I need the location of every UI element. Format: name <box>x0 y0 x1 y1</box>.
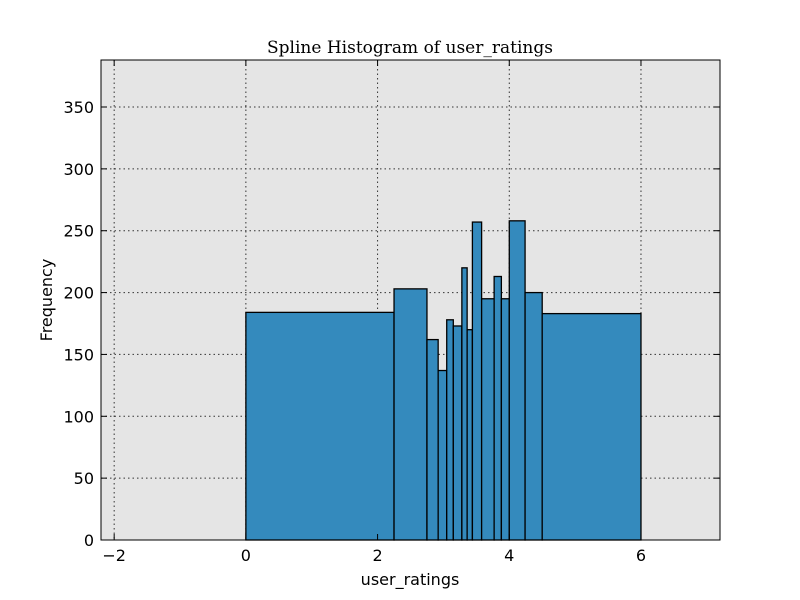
y-axis-label: Frequency <box>37 259 56 342</box>
histogram-bar-8 <box>471 221 483 541</box>
histogram-bar-14 <box>541 312 642 541</box>
histogram-bar-13 <box>524 291 543 541</box>
x-tick-label: 6 <box>636 546 646 565</box>
x-tick-label: 0 <box>241 546 251 565</box>
histogram-bar-6 <box>461 267 468 541</box>
y-tick-label: 200 <box>63 284 94 303</box>
plot-frame <box>100 59 721 541</box>
x-axis-label: user_ratings <box>361 570 460 590</box>
x-tick-label: −2 <box>102 546 126 565</box>
y-tick-label: 100 <box>63 407 94 426</box>
histogram-bar-7 <box>466 329 474 541</box>
histogram-bar-10 <box>493 275 503 541</box>
histogram-bar-4 <box>446 319 454 541</box>
histogram-bar-9 <box>480 298 495 541</box>
x-tick-label: 4 <box>504 546 514 565</box>
histogram-bars <box>245 220 642 541</box>
axis-ticks: −2 0 2 4 6 0 50 100 150 200 250 300 350 <box>63 60 720 565</box>
histogram-bar-0 <box>245 311 395 541</box>
y-tick-label: 0 <box>84 531 94 550</box>
histogram-bar-1 <box>393 288 428 541</box>
y-tick-label: 350 <box>63 98 94 117</box>
y-tick-label: 250 <box>63 222 94 241</box>
x-tick-label: 2 <box>372 546 382 565</box>
histogram-bar-5 <box>452 325 463 541</box>
histogram-bar-12 <box>508 220 526 541</box>
histogram-bar-2 <box>426 338 439 541</box>
y-tick-label: 150 <box>63 345 94 364</box>
chart-title: Spline Histogram of user_ratings <box>267 38 553 58</box>
y-tick-label: 300 <box>63 160 94 179</box>
y-tick-label: 50 <box>74 469 94 488</box>
histogram-bar-11 <box>500 298 510 541</box>
histogram-bar-3 <box>437 369 448 541</box>
